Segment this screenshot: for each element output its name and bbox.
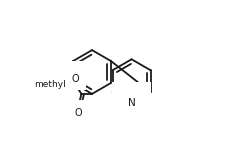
Text: OH: OH (123, 87, 138, 97)
Text: N: N (128, 98, 135, 108)
Text: F: F (71, 71, 76, 80)
Text: methyl: methyl (34, 80, 65, 89)
Text: O: O (71, 74, 79, 84)
Text: O: O (75, 108, 83, 118)
